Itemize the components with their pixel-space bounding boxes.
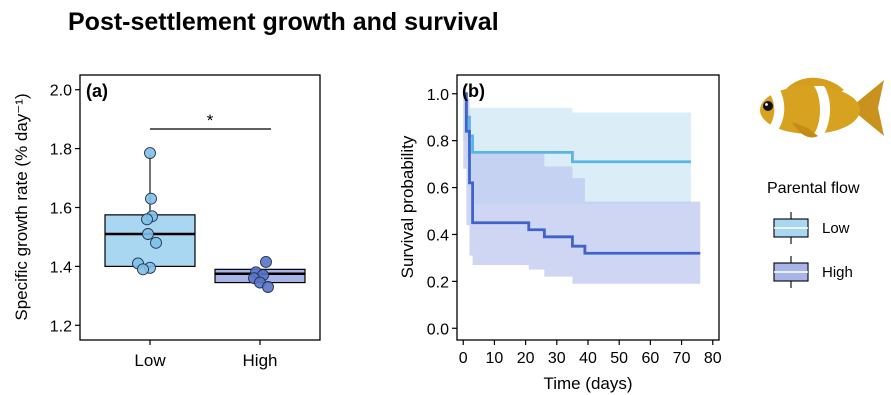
panel-a-frame [79, 74, 321, 341]
x-tick-label: 50 [610, 350, 628, 367]
data-point [145, 192, 157, 205]
y-tick-label: 1.8 [50, 142, 72, 159]
x-tick-label: 20 [517, 350, 535, 367]
panel-b-x-label: Time (days) [543, 374, 632, 393]
x-tick-label: 10 [486, 350, 504, 367]
y-tick-label: 1.2 [50, 318, 72, 335]
fish-eye [763, 101, 773, 111]
panel-a-y-label: Specific growth rate (% day⁻¹) [12, 93, 31, 320]
fish-tail [850, 80, 884, 136]
legend-label-low: Low [822, 220, 850, 237]
panel-b: (b) 0.0 0.2 0.4 0.6 0.8 1.0 0 10 20 30 40 50 60 70 80… [398, 74, 722, 393]
clownfish-illustration [760, 77, 884, 138]
fish-stripe-head [768, 90, 785, 130]
x-tick-label: 0 [459, 350, 468, 367]
data-point [142, 228, 154, 240]
ci-band-high [463, 93, 701, 284]
fish-pelvic-fin [792, 122, 818, 138]
panel-a-boxes [104, 147, 306, 293]
x-tick-label: 80 [704, 350, 722, 367]
legend-items: Low High [773, 212, 853, 288]
significance-bracket: * [150, 111, 271, 130]
x-tick-label: 40 [579, 350, 597, 367]
x-tick-label: 30 [548, 350, 566, 367]
survival-line-high [463, 92, 701, 255]
x-tick-label: 70 [673, 350, 691, 367]
data-point [260, 256, 272, 268]
x-tick-label: Low [134, 351, 166, 370]
fish-body [760, 86, 860, 134]
panel-b-label: (b) [462, 81, 485, 101]
y-tick-label: 0.6 [427, 181, 449, 198]
fish-stripe-mid [814, 86, 830, 134]
y-tick-label: 1.4 [50, 259, 72, 276]
y-tick-label: 1.6 [50, 201, 72, 218]
y-tick-label: 0.0 [427, 321, 449, 338]
legend: Parental flow Low High [767, 180, 860, 288]
y-tick-label: 2.0 [50, 83, 72, 100]
confidence-bands [463, 93, 701, 284]
y-tick-label: 0.4 [427, 227, 449, 244]
data-point [141, 213, 153, 226]
data-point [137, 263, 149, 276]
x-tick-label: High [243, 351, 278, 370]
panel-a: (a) 1.2 1.4 1.6 1.8 2.0 Low High * Specific g… [12, 74, 321, 370]
legend-label-high: High [822, 264, 853, 281]
panel-a-y-axis: 1.2 1.4 1.6 1.8 2.0 [50, 83, 80, 335]
x-tick-label: 60 [641, 350, 659, 367]
y-tick-label: 0.2 [427, 274, 449, 291]
survival-curves [463, 92, 701, 255]
panel-b-x-axis: 0 10 20 30 40 50 60 70 80 [459, 340, 722, 367]
y-tick-label: 1.0 [427, 87, 449, 104]
data-point [144, 147, 156, 159]
figure-title: Post-settlement growth and survival [68, 8, 499, 36]
y-tick-label: 0.8 [427, 134, 449, 151]
panel-a-x-axis: Low High [134, 340, 277, 370]
fish-eye-highlight [765, 103, 768, 106]
panel-b-y-axis: 0.0 0.2 0.4 0.6 0.8 1.0 [427, 87, 457, 338]
legend-title: Parental flow [767, 180, 860, 197]
data-point [262, 281, 274, 293]
panel-a-label: (a) [86, 81, 108, 101]
data-point [150, 236, 162, 249]
significance-star: * [207, 111, 214, 130]
panel-b-y-label: Survival probability [398, 135, 417, 278]
